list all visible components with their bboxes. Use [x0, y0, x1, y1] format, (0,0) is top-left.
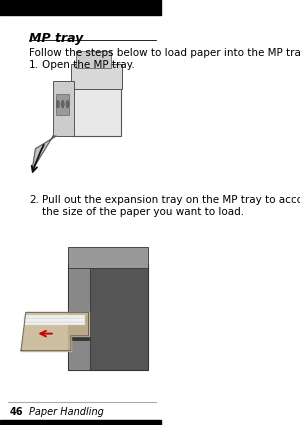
FancyBboxPatch shape [24, 322, 85, 325]
Circle shape [66, 100, 69, 108]
Text: MP tray: MP tray [29, 32, 83, 45]
FancyBboxPatch shape [68, 246, 148, 268]
FancyBboxPatch shape [24, 315, 85, 318]
FancyBboxPatch shape [71, 64, 122, 89]
Text: Follow the steps below to load paper into the MP tray.: Follow the steps below to load paper int… [29, 48, 300, 58]
Polygon shape [21, 312, 88, 351]
Circle shape [61, 100, 64, 108]
FancyBboxPatch shape [76, 51, 111, 68]
Text: 2.: 2. [29, 196, 39, 206]
FancyBboxPatch shape [56, 94, 69, 115]
Text: Open the MP tray.: Open the MP tray. [42, 60, 135, 71]
FancyBboxPatch shape [72, 72, 121, 136]
FancyBboxPatch shape [68, 264, 90, 370]
Bar [0, 0, 161, 15]
Text: Paper Handling: Paper Handling [29, 407, 104, 417]
Circle shape [56, 100, 59, 108]
Polygon shape [32, 136, 56, 170]
Text: Pull out the expansion tray on the MP tray to accommodate
the size of the paper : Pull out the expansion tray on the MP tr… [42, 196, 300, 217]
Text: 1.: 1. [29, 60, 39, 71]
FancyBboxPatch shape [68, 264, 148, 370]
Bar [0, 420, 161, 425]
Text: 46: 46 [10, 407, 23, 417]
FancyBboxPatch shape [69, 314, 88, 340]
FancyBboxPatch shape [24, 318, 85, 322]
FancyBboxPatch shape [53, 81, 74, 136]
